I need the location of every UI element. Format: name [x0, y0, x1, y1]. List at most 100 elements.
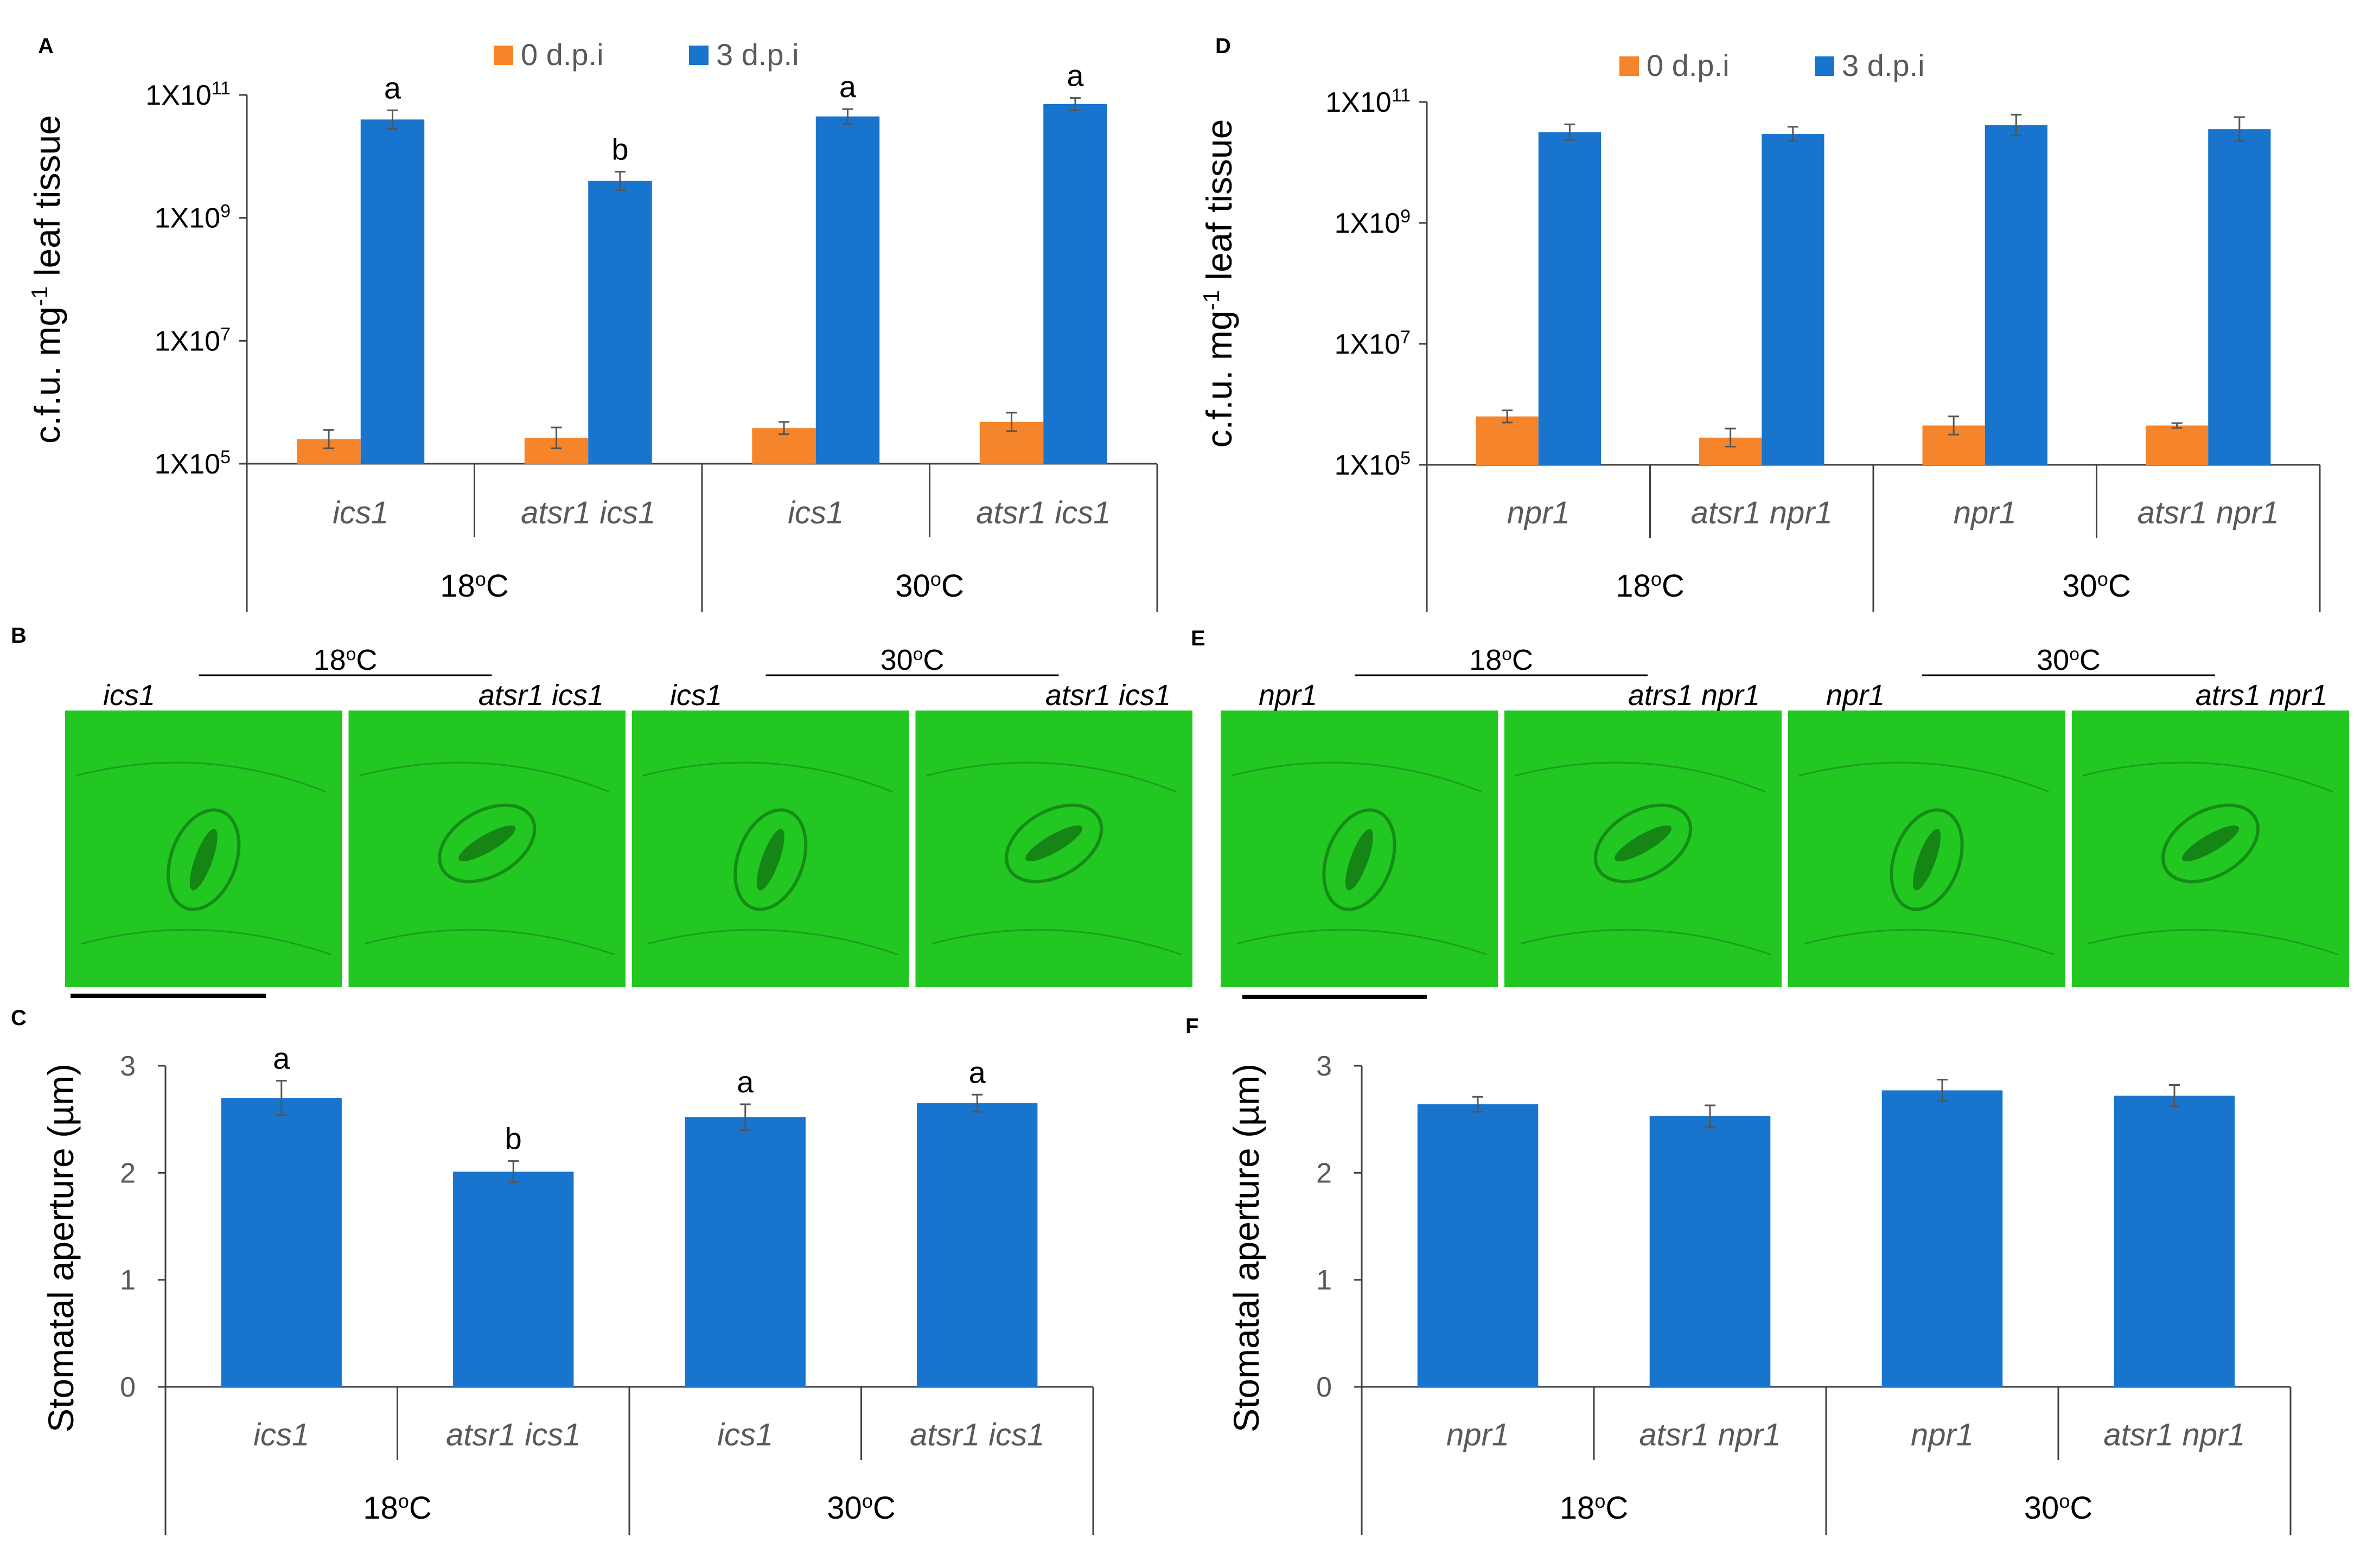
group-label: 18oC: [363, 1490, 431, 1526]
cell-wall-line: [932, 929, 1182, 956]
chart-panel-c: 0 1 2 3 Stomatal aperture (µm) ics1 a atsr1 ics…: [41, 1041, 1094, 1535]
legend-label: 0 d.p.i: [1647, 48, 1730, 82]
cell-wall-line: [1236, 929, 1488, 956]
micrograph-temp-label: 30oC: [2037, 644, 2101, 676]
stoma-guard-cells: [1593, 803, 1693, 884]
significance-letter: a: [737, 1065, 754, 1099]
x-category-label: atsr1 ics1: [976, 495, 1111, 530]
bar-3-d-p-i: [1762, 134, 1824, 465]
y-tick-label: 1X109: [1335, 206, 1411, 239]
significance-letter: a: [384, 71, 401, 105]
legend-label: 0 d.p.i: [521, 37, 604, 72]
x-category-label: atsr1 ics1: [910, 1417, 1044, 1452]
y-axis-title: c.f.u. mg-1 leaf tissue: [1198, 119, 1240, 448]
bar-stomatal-aperture: [2114, 1096, 2235, 1387]
micrograph-genotype-label: atsr1 ics1: [1045, 679, 1171, 712]
group-label: 30oC: [895, 568, 964, 604]
cell-wall-line: [1798, 761, 2050, 793]
panel-label-d: D: [1215, 34, 1231, 58]
stoma-pore: [1025, 825, 1083, 862]
panel-label-a: A: [38, 34, 54, 58]
y-tick-label: 2: [120, 1157, 136, 1189]
y-tick-label: 1: [120, 1265, 136, 1296]
x-category-label: npr1: [1954, 495, 2017, 530]
legend-swatch: [1815, 56, 1834, 76]
cell-wall-line: [648, 929, 898, 956]
panel-label-f: F: [1185, 1014, 1198, 1038]
y-tick-label: 1X1011: [145, 78, 231, 111]
x-category-label: ics1: [333, 495, 388, 530]
y-tick-label: 2: [1316, 1157, 1332, 1189]
y-tick-label: 1X107: [155, 324, 231, 357]
y-tick-label: 0: [1316, 1372, 1332, 1403]
x-category-label: ics1: [788, 495, 844, 530]
micrograph-temp-label: 18oC: [314, 644, 378, 676]
x-category-label: atsr1 ics1: [521, 495, 655, 530]
y-tick-label: 3: [1316, 1051, 1332, 1082]
y-tick-label: 0: [120, 1372, 136, 1403]
y-tick-label: 1X105: [155, 447, 231, 480]
y-tick-label: 1X1011: [1325, 85, 1411, 118]
x-category-label: npr1: [1911, 1417, 1974, 1452]
significance-letter: a: [273, 1041, 290, 1076]
group-label: 30oC: [2024, 1490, 2092, 1526]
bar-stomatal-aperture: [685, 1117, 806, 1387]
stoma-guard-cells: [1890, 808, 1964, 911]
stoma-guard-cells: [733, 808, 808, 911]
x-category-label: npr1: [1507, 495, 1570, 530]
micrograph-temp-label: 18oC: [1469, 644, 1533, 676]
chart-panel-d: 1X1011 1X109 1X107 1X105 c.f.u. mg-1 leaf ti…: [1198, 48, 2321, 612]
group-label: 18oC: [1616, 568, 1684, 604]
bar-0-d-p-i: [2146, 425, 2209, 465]
stoma-guard-cells: [1005, 803, 1103, 884]
legend-label: 3 d.p.i: [716, 37, 799, 72]
y-axis-title: Stomatal aperture (µm): [41, 1064, 81, 1432]
y-tick-label: 1: [1316, 1265, 1332, 1296]
micrograph-genotype-label: ics1: [670, 679, 722, 712]
significance-letter: a: [839, 69, 857, 104]
micrograph-panel-e: 18oC npr1 atrs1 npr1 30oC npr1 atrs1 npr1: [1221, 644, 2349, 999]
cell-wall-line: [365, 929, 615, 956]
x-category-label: atsr1 npr1: [1691, 495, 1833, 530]
chart-panel-f: 0 1 2 3 Stomatal aperture (µm) npr1 atsr1 npr1…: [1226, 1051, 2292, 1535]
stoma-pore: [1913, 829, 1941, 891]
bar-3-d-p-i: [1985, 125, 2047, 465]
bar-stomatal-aperture: [1649, 1116, 1771, 1387]
panel-label-b: B: [11, 624, 27, 648]
legend-label: 3 d.p.i: [1842, 48, 1925, 82]
cell-wall-line: [2088, 929, 2339, 956]
x-category-label: atsr1 ics1: [446, 1417, 580, 1452]
cell-wall-line: [75, 761, 327, 793]
stoma-guard-cells: [167, 808, 241, 911]
significance-letter: a: [1067, 59, 1084, 93]
x-category-label: ics1: [253, 1417, 309, 1452]
stoma-guard-cells: [2161, 803, 2260, 884]
micrograph-genotype-label: atrs1 npr1: [1628, 679, 1760, 712]
y-tick-label: 1X109: [155, 201, 231, 234]
significance-letter: a: [969, 1055, 986, 1089]
group-label: 30oC: [827, 1490, 895, 1526]
bar-3-d-p-i: [1043, 104, 1107, 464]
micrograph-temp-label: 30oC: [881, 644, 945, 676]
bar-3-d-p-i: [1538, 132, 1601, 465]
cell-wall-line: [359, 761, 610, 793]
chart-panel-a: 1X1011 1X109 1X107 1X105 c.f.u. mg-1 leaf ti…: [27, 37, 1158, 612]
stoma-guard-cells: [438, 803, 537, 884]
cell-wall-line: [926, 761, 1177, 793]
stoma-pore: [1614, 825, 1672, 862]
y-axis-title: Stomatal aperture (µm): [1226, 1064, 1266, 1432]
bar-stomatal-aperture: [1881, 1090, 2003, 1387]
stoma-pore: [1345, 829, 1373, 891]
bar-3-d-p-i: [2208, 129, 2271, 465]
legend-swatch: [1619, 56, 1639, 76]
bar-3-d-p-i: [588, 181, 652, 464]
x-category-label: atsr1 npr1: [2103, 1417, 2245, 1452]
y-tick-label: 3: [120, 1051, 136, 1082]
micrograph-genotype-label: atsr1 ics1: [478, 679, 604, 712]
cell-wall-line: [642, 761, 894, 793]
micrograph-genotype-label: atrs1 npr1: [2196, 679, 2327, 712]
legend-swatch: [494, 46, 513, 65]
significance-letter: b: [611, 132, 628, 167]
group-label: 30oC: [2062, 568, 2130, 604]
